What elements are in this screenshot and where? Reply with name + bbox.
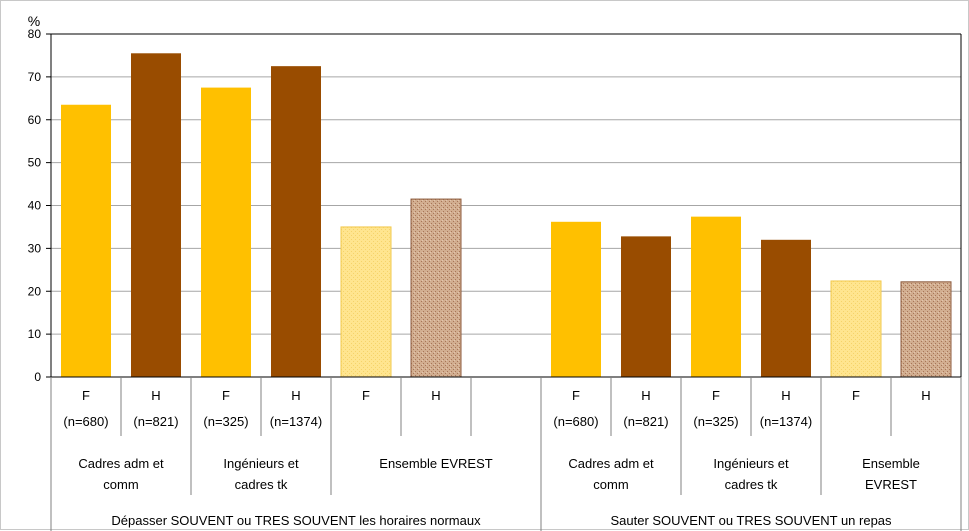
group-label: EVREST — [865, 477, 917, 492]
bar-sex-label: F — [712, 388, 720, 403]
y-tick-label: 60 — [28, 113, 42, 127]
y-tick-label: 0 — [34, 370, 41, 384]
group-label: cadres tk — [725, 477, 778, 492]
bar-h — [271, 66, 321, 377]
bar-sex-label: F — [572, 388, 580, 403]
group-label: comm — [593, 477, 628, 492]
y-tick-label: 40 — [28, 199, 42, 213]
bar-sex-label: H — [781, 388, 790, 403]
bar-f — [830, 280, 882, 378]
bar-h — [761, 239, 811, 377]
supergroup-label: Sauter SOUVENT ou TRES SOUVENT un repas — [610, 513, 892, 528]
bar-h — [410, 198, 462, 378]
bar-sex-label: F — [852, 388, 860, 403]
group-label: Cadres adm et — [78, 456, 164, 471]
bar-h — [621, 236, 671, 377]
y-unit-label: % — [28, 13, 40, 29]
bar-n-label: (n=1374) — [270, 414, 322, 429]
bar-n-label: (n=1374) — [760, 414, 812, 429]
bar-h — [900, 281, 952, 378]
bar-h — [131, 53, 181, 377]
y-tick-label: 50 — [28, 156, 42, 170]
bar-n-label: (n=325) — [203, 414, 248, 429]
bar-sex-label: H — [921, 388, 930, 403]
bar-f — [61, 104, 111, 378]
y-tick-label: 80 — [28, 27, 42, 41]
bars — [61, 53, 952, 378]
bar-n-label: (n=821) — [623, 414, 668, 429]
group-label: cadres tk — [235, 477, 288, 492]
bar-f — [551, 221, 601, 377]
bar-sex-label: F — [222, 388, 230, 403]
supergroup-label: Dépasser SOUVENT ou TRES SOUVENT les hor… — [111, 513, 481, 528]
bar-sex-label: H — [151, 388, 160, 403]
y-tick-label: 70 — [28, 70, 42, 84]
y-tick-label: 10 — [28, 327, 42, 341]
group-label: comm — [103, 477, 138, 492]
group-label: Cadres adm et — [568, 456, 654, 471]
group-label: Ensemble EVREST — [379, 456, 492, 471]
bar-sex-label: F — [362, 388, 370, 403]
group-label: Ensemble — [862, 456, 920, 471]
labels: 0 10 20 30 40 50 60 70 80% F (n=680) H (n=821) F (n=32… — [28, 13, 931, 528]
bar-f — [691, 216, 741, 377]
axes — [46, 33, 962, 531]
bar-n-label: (n=680) — [553, 414, 598, 429]
gridlines — [51, 33, 961, 335]
group-label: Ingénieurs et — [713, 456, 789, 471]
bar-sex-label: H — [641, 388, 650, 403]
bar-n-label: (n=821) — [133, 414, 178, 429]
bar-f — [201, 87, 251, 377]
y-tick-label: 30 — [28, 241, 42, 255]
bar-n-label: (n=325) — [693, 414, 738, 429]
bar-n-label: (n=680) — [63, 414, 108, 429]
bar-sex-label: H — [291, 388, 300, 403]
bar-sex-label: F — [82, 388, 90, 403]
bar-sex-label: H — [431, 388, 440, 403]
bar-f — [340, 226, 392, 378]
group-label: Ingénieurs et — [223, 456, 299, 471]
y-tick-label: 20 — [28, 284, 42, 298]
